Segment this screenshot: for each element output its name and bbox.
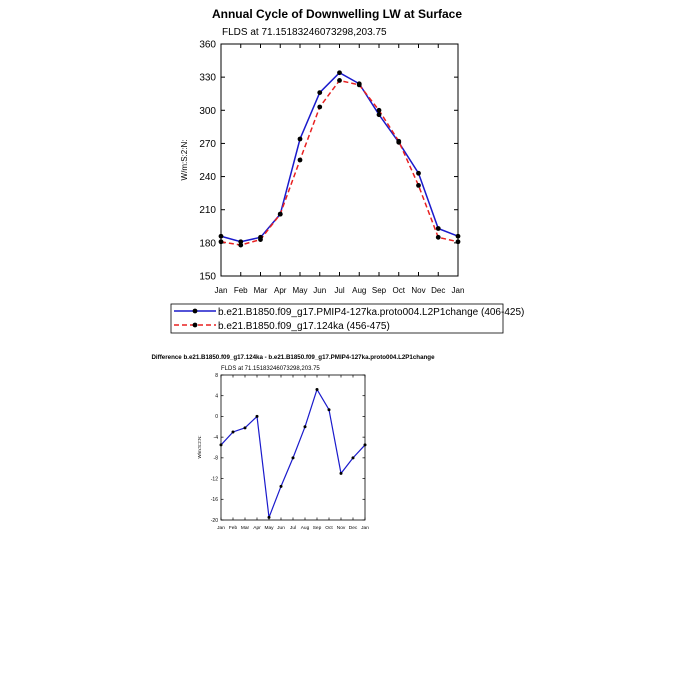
chart2-title: Difference b.e21.B1850.f09_g17.124ka - b… xyxy=(151,354,435,361)
chart1-xtick-label: Aug xyxy=(352,286,366,295)
chart1-subtitle: FLDS at 71.15183246073298,203.75 xyxy=(222,27,387,38)
chart1-series-2-point xyxy=(337,78,342,83)
chart1-series-1-point xyxy=(416,170,421,176)
chart1-xtick-label: Sep xyxy=(372,286,387,295)
chart2-series-1-point xyxy=(267,515,271,519)
chart2-xtick-label: Feb xyxy=(229,525,238,531)
chart1-series-2-point xyxy=(277,211,283,217)
chart1-ytick-label: 330 xyxy=(199,73,216,84)
chart1-series-2-point xyxy=(435,234,441,240)
chart1-ytick-label: 300 xyxy=(199,106,216,117)
chart2-ytick-label: -16 xyxy=(211,497,218,503)
chart2-xtick-label: Sep xyxy=(313,525,322,531)
chart1-legend: b.e21.B1850.f09_g17.PMIP4-127ka.proto004… xyxy=(170,303,524,334)
chart2-ytick-label: 4 xyxy=(215,393,218,399)
chart1-series-2-point xyxy=(396,138,402,144)
chart1-axes: 150 180 210 240 270 300 330 360 Jan Feb Mar Apr May J… xyxy=(199,40,464,296)
chart1-series-1-point xyxy=(435,226,441,231)
chart1-xtick-label: Nov xyxy=(411,286,425,295)
chart1-series-1-point xyxy=(376,112,382,118)
chart1-series-1-point xyxy=(317,90,323,96)
chart1-series-2-point xyxy=(317,104,323,110)
chart2-xtick-label: Mar xyxy=(241,525,250,531)
chart2-series-1-point xyxy=(315,388,319,391)
chart1-series-1-point xyxy=(297,136,303,142)
chart1-xtick-label: Mar xyxy=(254,286,268,295)
chart1-xtick-label: Oct xyxy=(393,286,406,295)
chart1-series-2-point xyxy=(356,82,362,88)
chart2-xtick-label: Jan xyxy=(361,525,369,531)
chart2-series-1-point xyxy=(351,456,355,460)
chart2-xtick-label: Aug xyxy=(301,525,310,531)
chart2-series-1-point xyxy=(291,456,295,460)
chart2-subtitle: FLDS at 71.15183246073298,203.75 xyxy=(221,366,320,372)
chart2-ylabel: W/m:S:2:N: xyxy=(197,435,202,458)
chart1-series-1-point xyxy=(337,70,342,76)
chart1-series-1-line xyxy=(220,71,459,243)
chart2-plot-frame xyxy=(220,374,366,521)
chart2-axes: -20 -16 -12 -8 -4 0 4 8 Jan Feb Mar Apr May Jun Jul Aug… xyxy=(211,373,369,531)
legend-box xyxy=(170,303,504,334)
chart2-xtick-label: Oct xyxy=(325,525,333,531)
chart2-xtick-label: Jan xyxy=(217,525,225,531)
chart1-xtick-label: Dec xyxy=(431,286,445,295)
chart1-title: Annual Cycle of Downwelling LW at Surfac… xyxy=(212,7,462,21)
chart2-xtick-label: Nov xyxy=(337,525,346,531)
chart2-ytick-label: 8 xyxy=(215,373,218,379)
chart1-series-2-point xyxy=(297,157,303,163)
chart2-xtick-label: May xyxy=(264,525,274,531)
chart2-series-1-point xyxy=(231,430,235,434)
legend-label-series-2: b.e21.B1850.f09_g17.124ka (456-475) xyxy=(218,321,390,332)
chart2-series-1-point xyxy=(303,425,307,429)
chart1-xtick-label: Feb xyxy=(234,286,248,295)
annual-cycle-chart: Annual Cycle of Downwelling LW at Surfac… xyxy=(180,7,464,295)
chart1-ytick-label: 180 xyxy=(199,238,216,249)
chart1-ylabel: W/m:S:2:N: xyxy=(180,140,189,181)
chart2-series-1-point xyxy=(255,414,259,418)
chart1-series-2-point xyxy=(238,242,244,248)
difference-chart: Difference b.e21.B1850.f09_g17.124ka - b… xyxy=(151,354,435,531)
chart1-series-2-point xyxy=(376,107,382,113)
chart1-ytick-label: 240 xyxy=(199,172,216,183)
chart2-ytick-label: -8 xyxy=(214,456,219,462)
chart2-ytick-label: -12 xyxy=(211,476,218,482)
chart1-plot-frame xyxy=(220,43,459,277)
chart2-series-1-point xyxy=(339,471,343,475)
chart1-ytick-label: 360 xyxy=(199,40,216,51)
chart2-series-1-point xyxy=(327,408,331,412)
chart1-xtick-label: Jan xyxy=(452,286,465,295)
chart1-xtick-label: Jul xyxy=(334,286,344,295)
legend-marker-series-1 xyxy=(192,308,198,314)
chart1-ytick-label: 210 xyxy=(199,205,216,216)
legend-label-series-1: b.e21.B1850.f09_g17.PMIP4-127ka.proto004… xyxy=(218,307,524,318)
chart1-xtick-label: May xyxy=(292,286,307,295)
chart2-series-1-point xyxy=(279,484,283,488)
chart1-series-2-point xyxy=(258,237,263,242)
chart2-xtick-label: Dec xyxy=(349,525,358,531)
chart1-ytick-label: 150 xyxy=(199,272,216,283)
chart1-xtick-label: Jan xyxy=(215,286,228,295)
chart2-ytick-label: -20 xyxy=(211,518,218,524)
chart1-xtick-label: Apr xyxy=(274,286,287,295)
chart2-series xyxy=(219,388,367,519)
chart2-series-1-line xyxy=(220,388,366,518)
chart2-series-1-point xyxy=(243,426,247,430)
chart1-series xyxy=(218,70,461,248)
chart1-series-2-point xyxy=(416,183,421,188)
chart1-xtick-label: Jun xyxy=(313,286,326,295)
chart2-ytick-label: 0 xyxy=(215,414,218,420)
chart2-xtick-label: Jun xyxy=(277,525,285,531)
legend-marker-series-2 xyxy=(192,322,198,328)
chart1-series-1-point xyxy=(238,239,244,245)
chart1-ytick-label: 270 xyxy=(199,139,216,150)
chart2-xtick-label: Apr xyxy=(253,525,261,531)
chart1-series-2-line xyxy=(220,79,459,246)
chart2-ytick-label: -4 xyxy=(214,435,219,441)
chart2-xtick-label: Jul xyxy=(290,525,296,531)
